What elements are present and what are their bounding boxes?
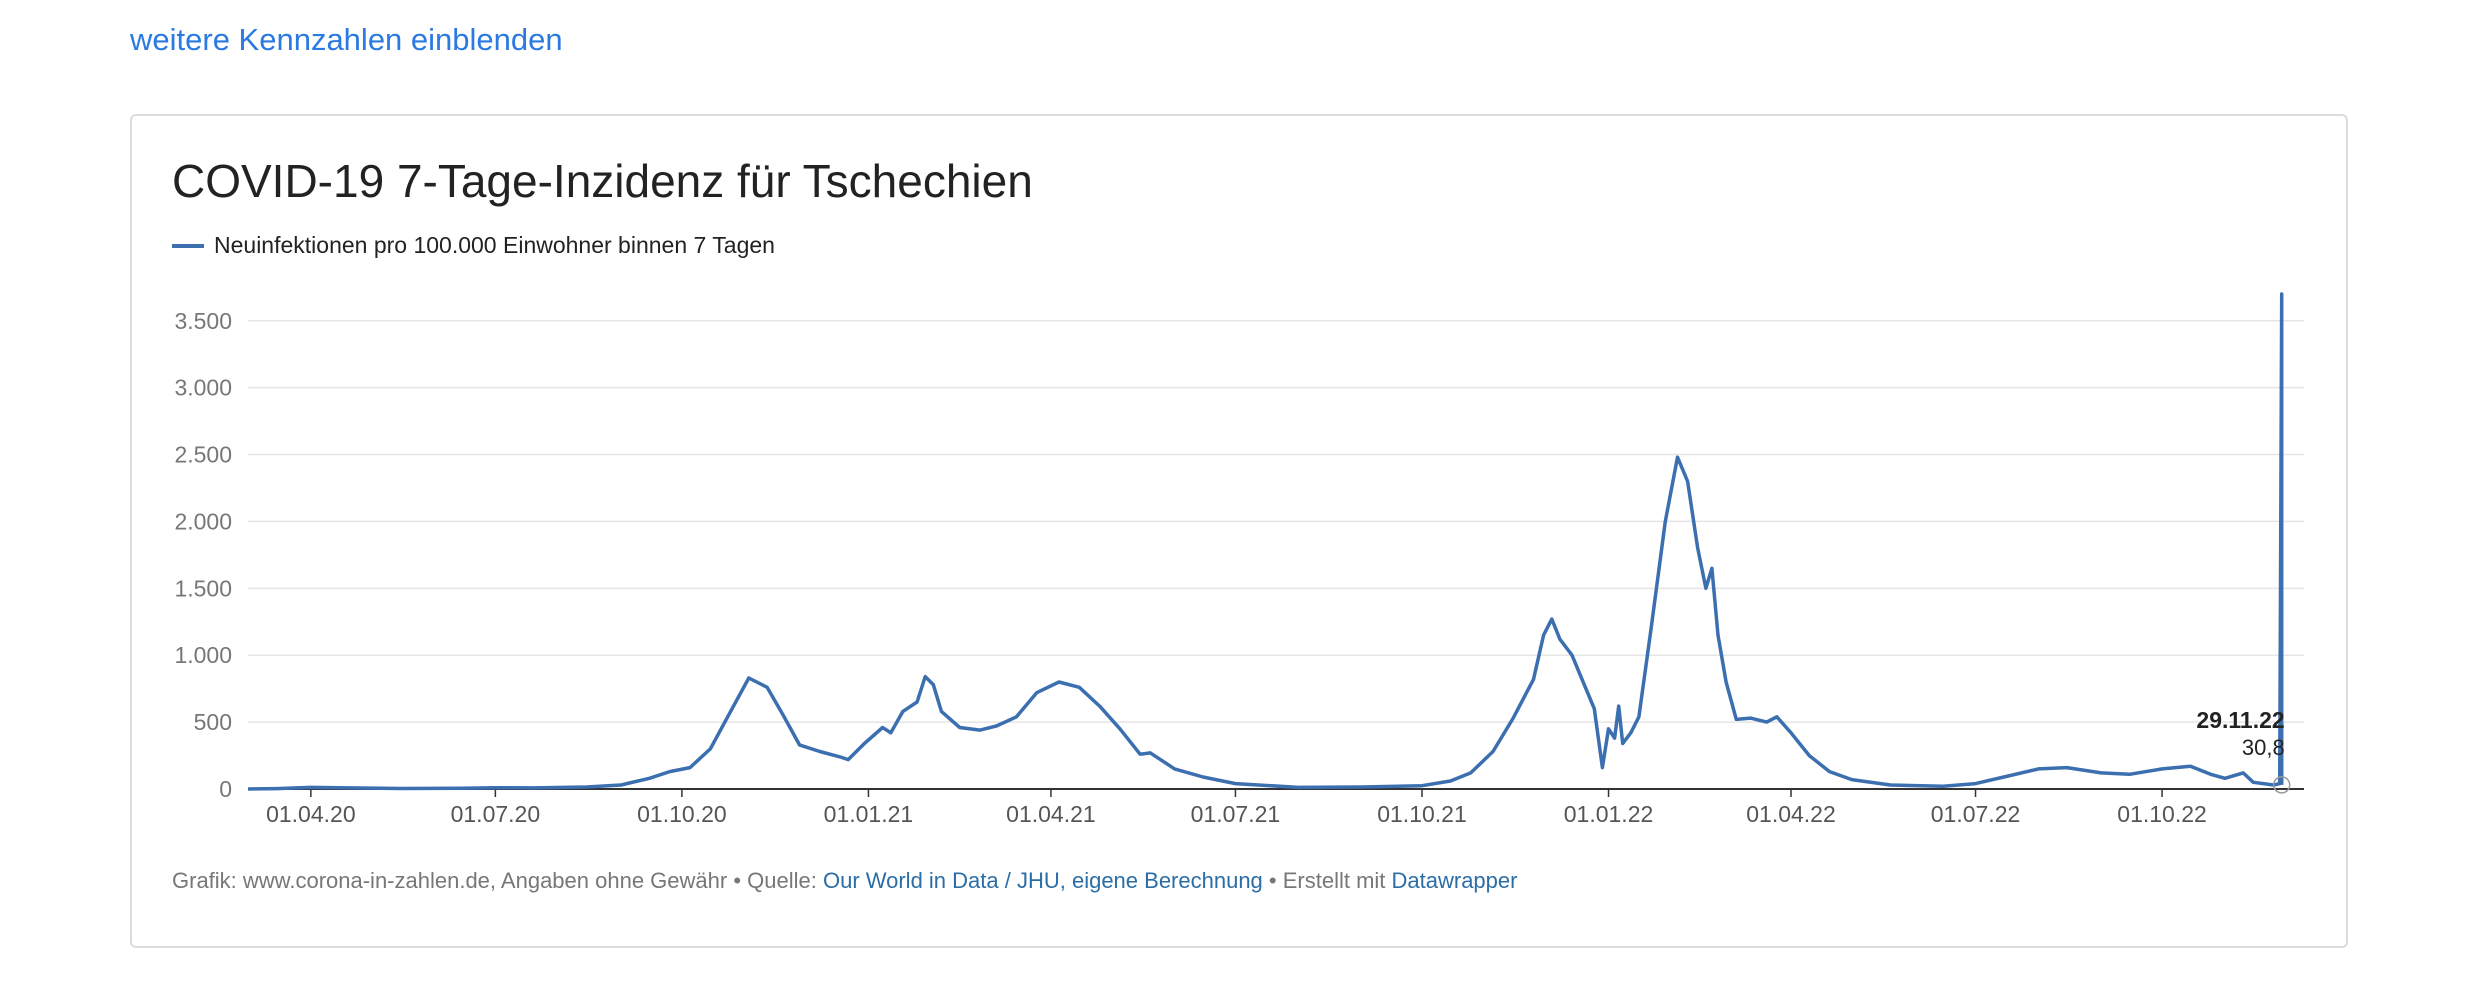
legend: Neuinfektionen pro 100.000 Einwohner bin… bbox=[172, 232, 775, 259]
x-tick-label: 01.07.22 bbox=[1931, 801, 2021, 827]
y-tick-label: 0 bbox=[219, 776, 232, 802]
y-tick-label: 2.000 bbox=[174, 508, 232, 534]
y-tick-label: 2.500 bbox=[174, 442, 232, 468]
x-tick-label: 01.04.22 bbox=[1746, 801, 1836, 827]
x-tick-label: 01.10.20 bbox=[637, 801, 727, 827]
source-link[interactable]: Our World in Data / JHU, eigene Berechnu… bbox=[822, 868, 1263, 893]
x-tick-label: 01.01.21 bbox=[824, 801, 914, 827]
annotation-value: 30,8 bbox=[2242, 735, 2285, 760]
y-tick-label: 500 bbox=[194, 709, 232, 735]
x-tick-label: 01.01.22 bbox=[1564, 801, 1654, 827]
chart-footer: Grafik: www.corona-in-zahlen.de, Angaben… bbox=[172, 868, 1517, 894]
y-tick-label: 3.500 bbox=[174, 308, 232, 334]
datawrapper-link[interactable]: Datawrapper bbox=[1391, 868, 1518, 893]
y-tick-label: 1.000 bbox=[174, 642, 232, 668]
chart-card: COVID-19 7-Tage-Inzidenz für Tschechien … bbox=[130, 114, 2348, 948]
y-tick-label: 1.500 bbox=[174, 575, 232, 601]
x-tick-label: 01.07.21 bbox=[1191, 801, 1281, 827]
footer-middle: • Erstellt mit bbox=[1262, 868, 1392, 893]
show-more-metrics-link[interactable]: weitere Kennzahlen einblenden bbox=[130, 22, 563, 57]
chart-title: COVID-19 7-Tage-Inzidenz für Tschechien bbox=[172, 155, 1033, 207]
x-tick-label: 01.10.22 bbox=[2117, 801, 2207, 827]
x-tick-label: 01.04.21 bbox=[1006, 801, 1096, 827]
last-point-marker bbox=[2272, 776, 2291, 794]
footer-credit: Grafik: www.corona-in-zahlen.de, Angaben… bbox=[172, 868, 823, 893]
series-line bbox=[247, 292, 2284, 791]
line-chart: 0 500 1.000 1.500 2.000 2.500 3.000 3.500 01.04.… bbox=[174, 292, 2304, 827]
annotation-date: 29.11.22 bbox=[2196, 707, 2284, 733]
x-tick-label: 01.10.21 bbox=[1377, 801, 1467, 827]
x-tick-label: 01.07.20 bbox=[451, 801, 541, 827]
x-tick-label: 01.04.20 bbox=[266, 801, 356, 827]
y-tick-label: 3.000 bbox=[174, 375, 232, 401]
legend-swatch bbox=[172, 243, 204, 248]
legend-label: Neuinfektionen pro 100.000 Einwohner bin… bbox=[214, 232, 775, 258]
